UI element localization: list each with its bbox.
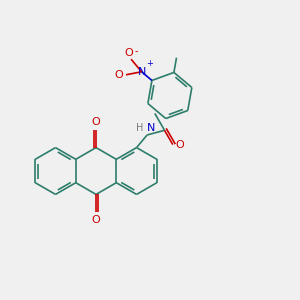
Text: O: O bbox=[124, 48, 134, 58]
Text: -: - bbox=[134, 46, 138, 56]
Text: +: + bbox=[146, 59, 153, 68]
Text: N: N bbox=[147, 124, 155, 134]
Text: O: O bbox=[92, 215, 100, 225]
Text: O: O bbox=[115, 70, 123, 80]
Text: N: N bbox=[137, 67, 146, 77]
Text: H: H bbox=[136, 124, 144, 134]
Text: O: O bbox=[175, 140, 184, 150]
Text: O: O bbox=[92, 117, 100, 127]
